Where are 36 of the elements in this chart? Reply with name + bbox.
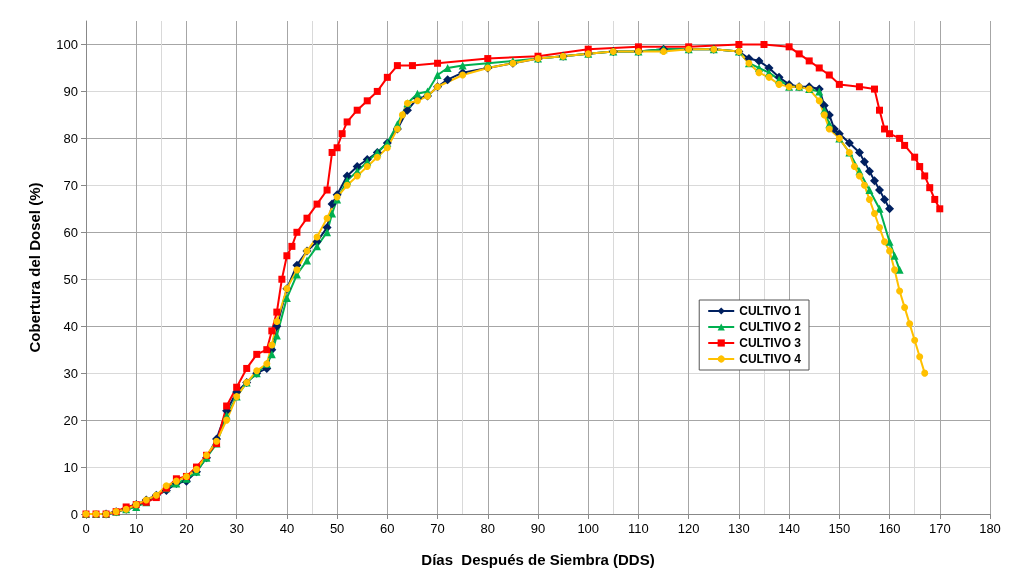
x-tick-label: 110 xyxy=(628,521,649,536)
x-tick-label: 40 xyxy=(279,521,295,536)
y-tick-label: 0 xyxy=(70,506,78,522)
y-axis-title: Cobertura del Dosel (%) xyxy=(26,182,43,353)
x-tick-label: 80 xyxy=(480,521,496,536)
y-tick-label: 70 xyxy=(63,177,78,193)
y-tick-label: 30 xyxy=(63,365,78,381)
x-tick-label: 140 xyxy=(778,521,800,536)
x-tick-label: 170 xyxy=(928,521,951,536)
legend-label: CULTIVO 1 xyxy=(739,304,802,318)
x-tick-label: 60 xyxy=(380,521,395,536)
y-tick-label: 60 xyxy=(63,224,78,240)
x-tick-label: 30 xyxy=(229,521,244,536)
legend-label: CULTIVO 3 xyxy=(739,336,802,350)
legend-label: CULTIVO 4 xyxy=(739,352,802,366)
x-tick-label: 70 xyxy=(430,521,445,536)
y-tick-label: 100 xyxy=(56,36,78,52)
y-tick-label: 20 xyxy=(63,412,78,428)
x-tick-label: 90 xyxy=(530,521,546,536)
y-tick-label: 10 xyxy=(63,459,78,475)
x-axis-title: Días Después de Siembra (DDS) xyxy=(421,551,655,568)
x-tick-label: 10 xyxy=(128,521,144,536)
x-tick-label: 120 xyxy=(677,521,700,536)
x-tick-label: 180 xyxy=(979,521,1001,536)
x-tick-label: 130 xyxy=(728,521,750,536)
legend-label: CULTIVO 2 xyxy=(739,320,802,334)
x-tick-label: 150 xyxy=(828,521,851,536)
y-tick-label: 40 xyxy=(63,318,78,334)
y-tick-label: 90 xyxy=(63,83,78,99)
x-tick-label: 20 xyxy=(179,521,194,536)
x-tick-label: 160 xyxy=(878,521,901,536)
x-tick-label: 100 xyxy=(577,521,600,536)
x-tick-label: 50 xyxy=(329,521,345,536)
y-tick-label: 50 xyxy=(63,271,78,287)
x-tick-label: 0 xyxy=(82,521,90,536)
y-tick-label: 80 xyxy=(63,130,78,146)
